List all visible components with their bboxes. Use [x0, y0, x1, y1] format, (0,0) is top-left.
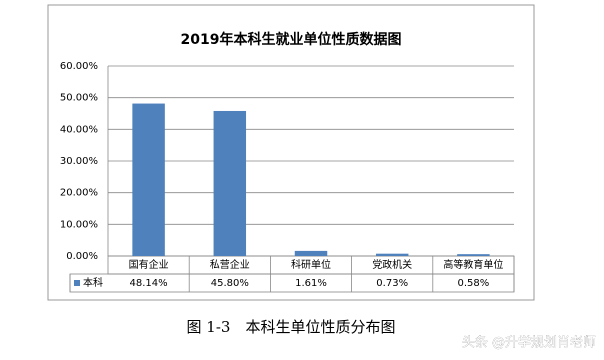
- x-tick-label: 科研单位: [291, 258, 331, 271]
- bar: [132, 103, 165, 256]
- legend-label: 本科: [83, 276, 103, 289]
- chart-title: 2019年本科生就业单位性质数据图: [181, 31, 402, 48]
- x-tick-label: 党政机关: [372, 258, 412, 271]
- bar: [457, 254, 490, 256]
- table-value: 1.61%: [295, 278, 327, 289]
- table-value: 0.73%: [376, 278, 408, 289]
- caption: 图 1-3 本科生单位性质分布图: [187, 318, 396, 336]
- y-tick-label: 20.00%: [60, 188, 98, 199]
- y-tick-label: 0.00%: [66, 251, 98, 262]
- bar: [213, 110, 247, 256]
- chart-frame: [47, 4, 535, 301]
- y-tick-label: 60.00%: [60, 61, 98, 72]
- table-value: 48.14%: [130, 278, 168, 289]
- x-tick-label: 高等教育单位: [443, 258, 503, 271]
- bar: [375, 253, 409, 256]
- table-value: 45.80%: [211, 278, 249, 289]
- y-tick-label: 40.00%: [60, 124, 98, 135]
- bar: [294, 250, 328, 256]
- x-tick-label: 私营企业: [210, 258, 250, 271]
- legend-swatch: [74, 280, 80, 286]
- y-tick-label: 30.00%: [60, 156, 98, 167]
- y-tick-label: 50.00%: [60, 93, 98, 104]
- table-value: 0.58%: [458, 278, 490, 289]
- y-tick-label: 10.00%: [60, 219, 98, 230]
- x-tick-label: 国有企业: [129, 258, 169, 271]
- watermark: 头条 @升学规划肖老师: [462, 335, 596, 351]
